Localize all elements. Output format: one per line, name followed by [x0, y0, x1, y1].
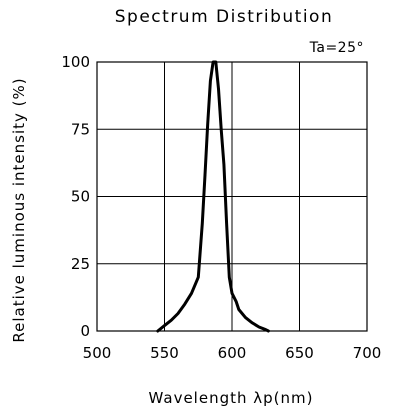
x-tick-labels: 500 550 600 650 700 [83, 344, 382, 362]
chart-title: Spectrum Distribution [115, 7, 333, 27]
x-tick-label: 650 [285, 344, 314, 362]
y-tick-label: 100 [61, 53, 90, 71]
spectrum-curve [156, 60, 270, 333]
y-tick-label: 0 [80, 322, 90, 340]
x-tick-label: 700 [353, 344, 382, 362]
plot-frame [96, 61, 368, 332]
x-tick-label: 500 [83, 344, 112, 362]
y-tick-label: 75 [71, 120, 90, 138]
y-tick-labels: 0 25 50 75 100 [61, 53, 90, 340]
x-axis-label: Wavelength λp(nm) [149, 389, 314, 407]
x-tick-label: 600 [218, 344, 247, 362]
x-tick-label: 550 [150, 344, 179, 362]
ambient-temperature-note: Ta=25° [309, 40, 364, 56]
y-tick-label: 25 [71, 255, 90, 273]
y-axis-label: Relative luminous intensity (%) [10, 77, 28, 342]
y-tick-label: 50 [71, 188, 90, 206]
